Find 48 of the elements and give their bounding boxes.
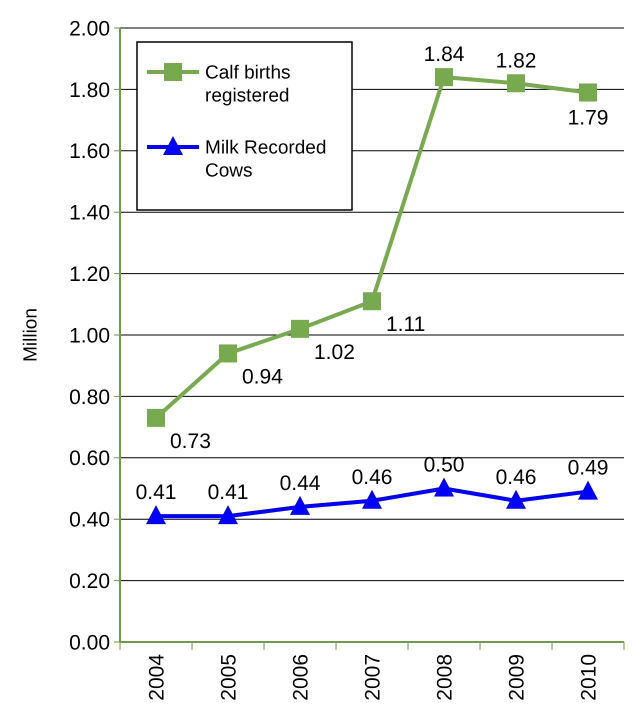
y-tick-label: 1.00: [69, 324, 110, 348]
data-label: 1.79: [568, 106, 608, 130]
x-tick-label: 2007: [361, 654, 384, 701]
point: [146, 505, 166, 524]
point: [578, 480, 598, 500]
y-tick-label: 0.40: [69, 508, 110, 532]
data-label: 0.41: [208, 481, 248, 504]
y-tick-label: 1.20: [69, 262, 110, 286]
x-tick-label: 2009: [505, 654, 528, 701]
y-tick-label: 0.00: [69, 631, 110, 654]
point: [506, 490, 526, 509]
point: [290, 496, 310, 515]
point: [363, 292, 381, 310]
point: [434, 478, 454, 496]
point: [435, 68, 453, 86]
x-tick-label: 2006: [289, 654, 312, 701]
x-tick-label: 2008: [433, 654, 456, 701]
data-label: 0.46: [496, 466, 536, 489]
x-tick-label: 2004: [145, 654, 168, 701]
point: [147, 408, 165, 427]
y-tick-label: 0.60: [69, 447, 110, 470]
data-label: 0.44: [280, 472, 321, 495]
data-label: 1.82: [496, 49, 536, 72]
point: [507, 74, 525, 92]
point: [579, 83, 597, 102]
y-tick-label: 1.80: [69, 78, 110, 102]
y-tick-label: 2.00: [69, 17, 110, 40]
point: [291, 320, 309, 338]
legend-label: Calf births registered: [205, 62, 291, 106]
legend-label: Milk Recorded Cows: [205, 138, 326, 182]
point: [218, 505, 238, 524]
data-label: 1.11: [386, 313, 426, 336]
point: [362, 490, 382, 509]
data-label: 0.49: [568, 456, 608, 480]
y-axis-title: Million: [20, 308, 42, 362]
y-tick-label: 0.20: [69, 570, 110, 593]
y-tick-label: 0.80: [69, 386, 110, 409]
x-tick-label: 2005: [217, 654, 240, 701]
data-label: 0.41: [136, 481, 176, 504]
y-tick-label: 1.60: [69, 140, 110, 164]
data-label: 0.94: [242, 365, 284, 388]
data-label: 0.46: [352, 466, 392, 489]
data-label: 1.84: [424, 43, 465, 66]
data-label: 0.73: [170, 430, 211, 453]
point: [219, 344, 237, 362]
y-tick-label: 1.40: [69, 202, 110, 225]
x-tick-label: 2010: [577, 654, 600, 701]
data-label: 1.02: [314, 340, 355, 364]
